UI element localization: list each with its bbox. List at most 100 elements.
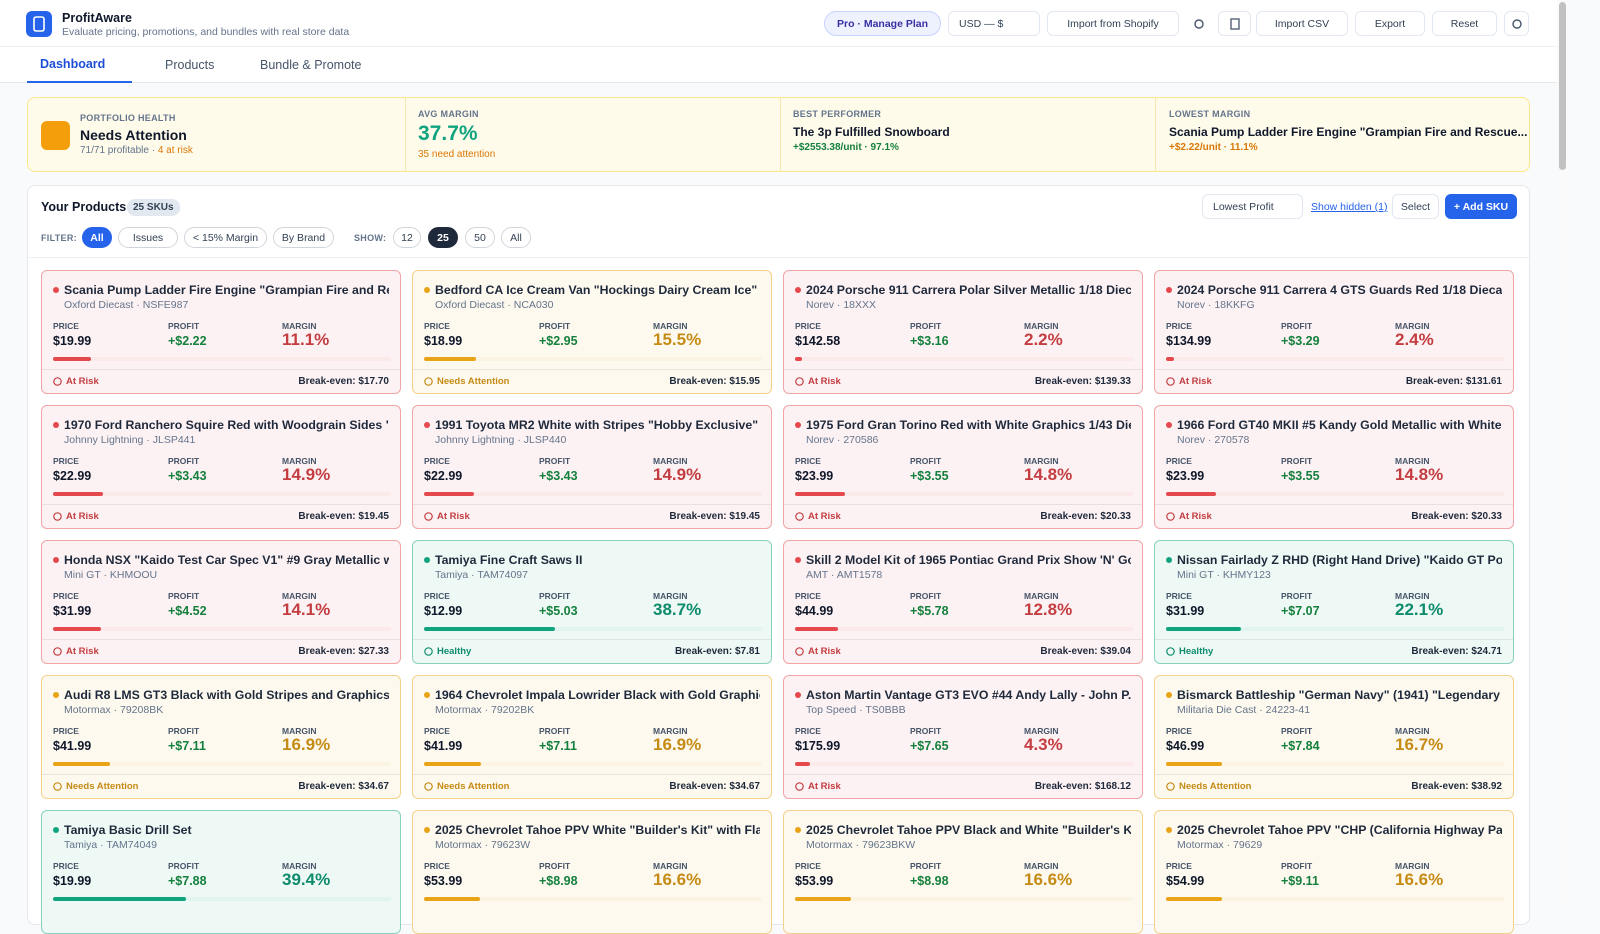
status: At Risk (795, 511, 841, 522)
price: $54.99 (1166, 874, 1205, 888)
tab[interactable]: Products (165, 58, 215, 72)
margin-track (1166, 762, 1504, 766)
status-text: At Risk (1179, 511, 1212, 522)
sort-select[interactable]: Lowest Profit (1202, 194, 1303, 219)
status-dot (1166, 692, 1172, 698)
export-button[interactable]: Export (1355, 11, 1425, 36)
metric-label: MARGIN (1395, 726, 1430, 736)
card-divider (413, 639, 771, 640)
metric-label: PRICE (1166, 726, 1192, 736)
price: $12.99 (424, 604, 463, 618)
show-hidden-link[interactable]: Show hidden (1) (1311, 201, 1388, 213)
summary-note: 35 need attention (418, 149, 496, 160)
metric-label: MARGIN (653, 321, 688, 331)
price: $22.99 (424, 469, 463, 483)
shopify-button[interactable]: Import from Shopify (1047, 11, 1179, 36)
status: Healthy (1166, 646, 1213, 657)
margin: 39.4% (282, 870, 331, 889)
import-csv-button[interactable]: Import CSV (1256, 11, 1348, 36)
reset-button[interactable]: Reset (1432, 11, 1497, 36)
select-button[interactable]: Select (1392, 194, 1439, 219)
product-card: Tamiya Fine Craft Saws II Tamiya · TAM740… (412, 540, 772, 664)
margin-bar (424, 897, 481, 901)
break-even: Break-even: $39.04 (1040, 646, 1131, 657)
product-card: Bismarck Battleship "German Navy" (1941)… (1154, 675, 1514, 799)
break-even: Break-even: $19.45 (669, 511, 760, 522)
status-dot (53, 692, 59, 698)
metric-label: MARGIN (282, 591, 317, 601)
margin: 14.9% (653, 465, 702, 484)
product-card: 2025 Chevrolet Tahoe PPV White "Builder'… (412, 810, 772, 934)
summary-note: +$2553.38/unit · 97.1% (793, 142, 899, 153)
margin-bar (795, 627, 839, 631)
status: At Risk (1166, 376, 1212, 387)
metric-label: PROFIT (539, 456, 571, 466)
break-even: Break-even: $20.33 (1040, 511, 1131, 522)
app-title: ProfitAware (62, 11, 132, 25)
card-divider (42, 774, 400, 775)
price: $18.99 (424, 334, 463, 348)
status: At Risk (53, 376, 99, 387)
profit: +$7.07 (1281, 604, 1320, 618)
summary-note: 71/71 profitable · 4 at risk (80, 145, 193, 156)
summary-label: AVG MARGIN (418, 109, 479, 119)
margin-bar (795, 762, 810, 766)
filter-pill[interactable]: By Brand (273, 227, 334, 248)
tab[interactable]: Dashboard (27, 47, 132, 83)
status-text: At Risk (66, 646, 99, 657)
show-pill[interactable]: 50 (465, 227, 495, 248)
status-dot (1166, 557, 1172, 563)
metric-label: PROFIT (168, 591, 200, 601)
show-pill[interactable]: All (501, 227, 531, 248)
gear-button[interactable] (1504, 11, 1529, 36)
margin-bar (53, 492, 104, 496)
show-pill[interactable]: 25 (428, 227, 458, 248)
filter-pill[interactable]: Issues (118, 227, 178, 248)
metric-label: PRICE (795, 591, 821, 601)
currency-select[interactable]: USD — $ (948, 11, 1040, 36)
profit: +$3.16 (910, 334, 949, 348)
product-card: 1964 Chevrolet Impala Lowrider Black wit… (412, 675, 772, 799)
price: $134.99 (1166, 334, 1212, 348)
price: $31.99 (53, 604, 92, 618)
product-brand: Norev · 18KKFG (1177, 299, 1255, 311)
status-dot (1166, 827, 1172, 833)
margin: 12.8% (1024, 600, 1073, 619)
add-sku-button[interactable]: + Add SKU (1445, 194, 1517, 219)
metric-label: PROFIT (910, 726, 942, 736)
settings-icon[interactable] (1186, 11, 1211, 36)
product-title: 1970 Ford Ranchero Squire Red with Woodg… (64, 418, 389, 432)
status-icon (424, 647, 433, 656)
status: At Risk (53, 511, 99, 522)
metric-label: MARGIN (653, 591, 688, 601)
status-dot (53, 557, 59, 563)
margin-track (53, 627, 391, 631)
margin-bar (1166, 627, 1241, 631)
show-pill[interactable]: 12 (393, 227, 421, 248)
tab[interactable]: Bundle & Promote (260, 58, 362, 72)
plan-button[interactable]: Pro · Manage Plan (824, 11, 941, 36)
product-card: Scania Pump Ladder Fire Engine "Grampian… (41, 270, 401, 394)
product-title: 1966 Ford GT40 MKII #5 Kandy Gold Metall… (1177, 418, 1502, 432)
status-icon (53, 512, 62, 521)
status-dot (53, 422, 59, 428)
filter-pill[interactable]: All (82, 227, 112, 248)
profit: +$3.55 (910, 469, 949, 483)
metric-label: PRICE (424, 591, 450, 601)
break-even: Break-even: $139.33 (1034, 376, 1131, 387)
summary-value: 37.7% (418, 122, 478, 145)
doc-button[interactable] (1218, 11, 1251, 36)
status-icon (795, 647, 804, 656)
filter-pill[interactable]: < 15% Margin (184, 227, 267, 248)
margin-track (795, 762, 1133, 766)
product-brand: Militaria Die Cast · 24223-41 (1177, 704, 1311, 716)
margin-bar (53, 897, 187, 901)
metric-label: PROFIT (910, 456, 942, 466)
metric-label: MARGIN (1024, 861, 1059, 871)
metric-label: PROFIT (910, 591, 942, 601)
status-icon (1166, 782, 1175, 791)
margin: 14.8% (1395, 465, 1444, 484)
scrollbar (1557, 0, 1568, 900)
break-even: Break-even: $15.95 (669, 376, 760, 387)
metric-label: PRICE (53, 456, 79, 466)
